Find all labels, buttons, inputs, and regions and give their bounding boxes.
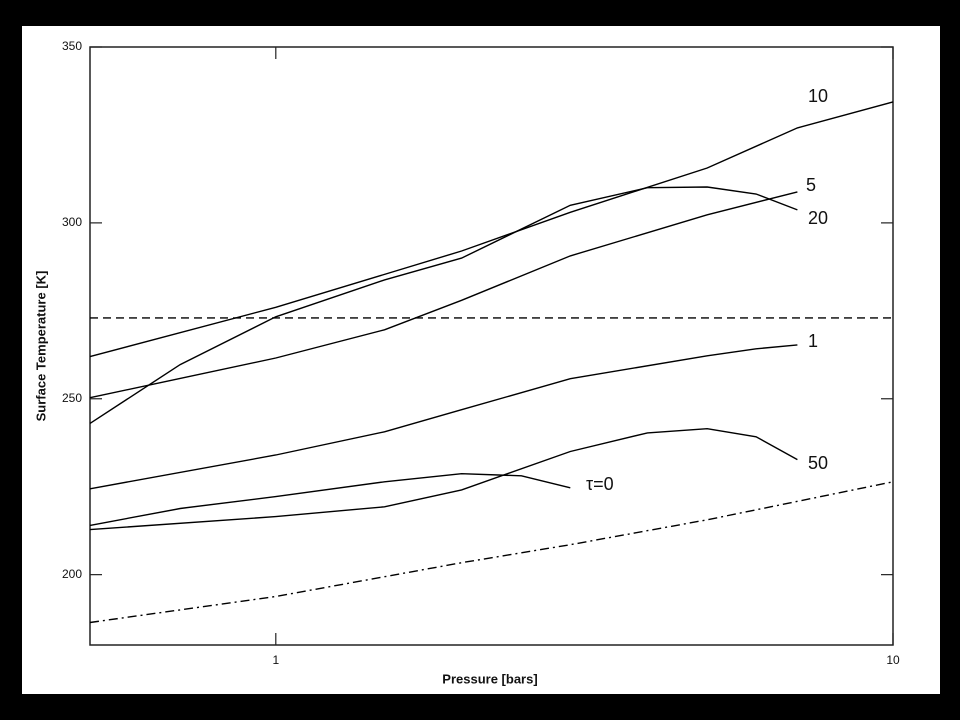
curve <box>89 344 798 490</box>
y-tick-label: 300 <box>62 215 82 229</box>
x-tick-label: 1 <box>272 653 279 667</box>
x-axis-label: Pressure [bars] <box>442 671 537 686</box>
curve-label: 10 <box>808 86 828 106</box>
x-tick-label: 10 <box>886 653 900 667</box>
y-axis-label: Surface Temperature [K] <box>33 271 48 422</box>
y-tick-label: 200 <box>62 567 82 581</box>
panel <box>22 26 940 694</box>
curve <box>89 191 798 399</box>
curve <box>89 472 571 527</box>
curve <box>89 101 894 358</box>
curve-label: 1 <box>808 331 818 351</box>
curve <box>89 427 798 531</box>
curve <box>89 481 894 624</box>
y-tick-label: 250 <box>62 391 82 405</box>
curve <box>89 186 798 424</box>
curve-label: 50 <box>808 453 828 473</box>
curve-label: τ=0 <box>586 474 614 494</box>
curve-label: 5 <box>806 175 816 195</box>
curve-label: 20 <box>808 208 828 228</box>
plot-frame <box>89 46 894 646</box>
y-tick-label: 350 <box>62 39 82 53</box>
